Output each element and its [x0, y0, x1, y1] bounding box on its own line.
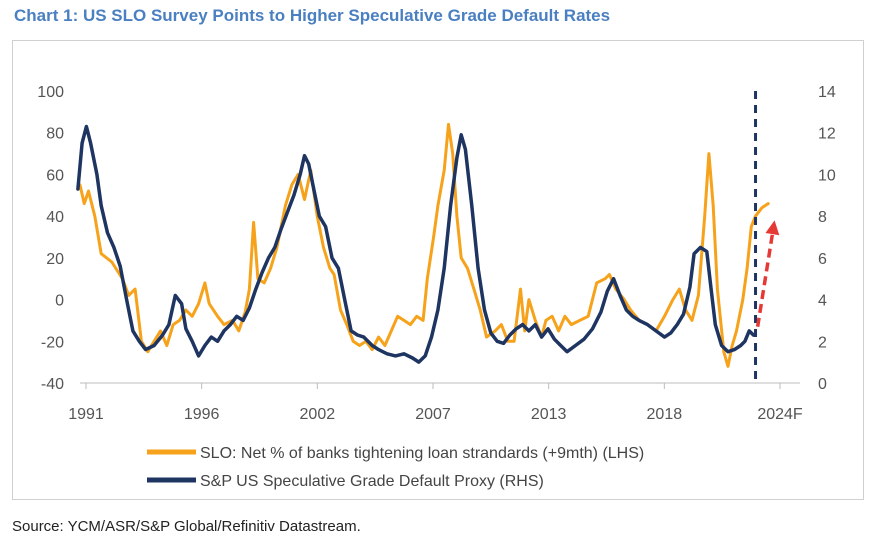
- x-tick-label: 2024F: [757, 406, 803, 423]
- source-note: Source: YCM/ASR/S&P Global/Refinitiv Dat…: [12, 518, 361, 535]
- x-tick-label: 2018: [647, 406, 683, 423]
- legend-label-default: S&P US Speculative Grade Default Proxy (…: [200, 473, 544, 490]
- chart-frame: [12, 40, 864, 500]
- x-axis-ticks: 1991 1996 2002 2007 2013 2018 2024F: [68, 383, 803, 423]
- plot-series: [76, 122, 770, 368]
- slo-series-line: [78, 122, 770, 368]
- left-tick-label: -20: [41, 334, 64, 351]
- projection-arrow-head: [765, 220, 780, 236]
- right-tick-label: 14: [818, 84, 836, 101]
- right-axis-ticks: 14 12 10 8 6 4 2 0: [818, 84, 836, 393]
- right-tick-label: 4: [818, 293, 827, 310]
- left-tick-label: -40: [41, 376, 64, 393]
- left-tick-label: 20: [46, 251, 64, 268]
- default-proxy-series-line: [76, 124, 756, 364]
- left-tick-label: 60: [46, 167, 64, 184]
- right-tick-label: 0: [818, 376, 827, 393]
- left-tick-label: 40: [46, 209, 64, 226]
- chart-title: Chart 1: US SLO Survey Points to Higher …: [14, 6, 611, 25]
- left-axis-ticks: 100 80 60 40 20 0 -20 -40: [37, 84, 64, 393]
- right-tick-label: 8: [818, 209, 827, 226]
- left-tick-label: 80: [46, 126, 64, 143]
- x-tick-label: 1991: [68, 406, 104, 423]
- right-tick-label: 10: [818, 167, 836, 184]
- x-tick-label: 2013: [531, 406, 567, 423]
- left-tick-label: 0: [55, 293, 64, 310]
- right-tick-label: 12: [818, 126, 836, 143]
- x-tick-label: 2007: [415, 406, 451, 423]
- left-tick-label: 100: [37, 84, 64, 101]
- x-tick-label: 1996: [184, 406, 220, 423]
- plot-annotations: [754, 91, 780, 383]
- right-tick-label: 2: [818, 334, 827, 351]
- right-tick-label: 6: [818, 251, 827, 268]
- x-tick-label: 2002: [300, 406, 336, 423]
- legend: SLO: Net % of banks tightening loan stra…: [147, 445, 644, 490]
- projection-arrow-shaft: [755, 233, 775, 327]
- legend-label-slo: SLO: Net % of banks tightening loan stra…: [200, 445, 644, 462]
